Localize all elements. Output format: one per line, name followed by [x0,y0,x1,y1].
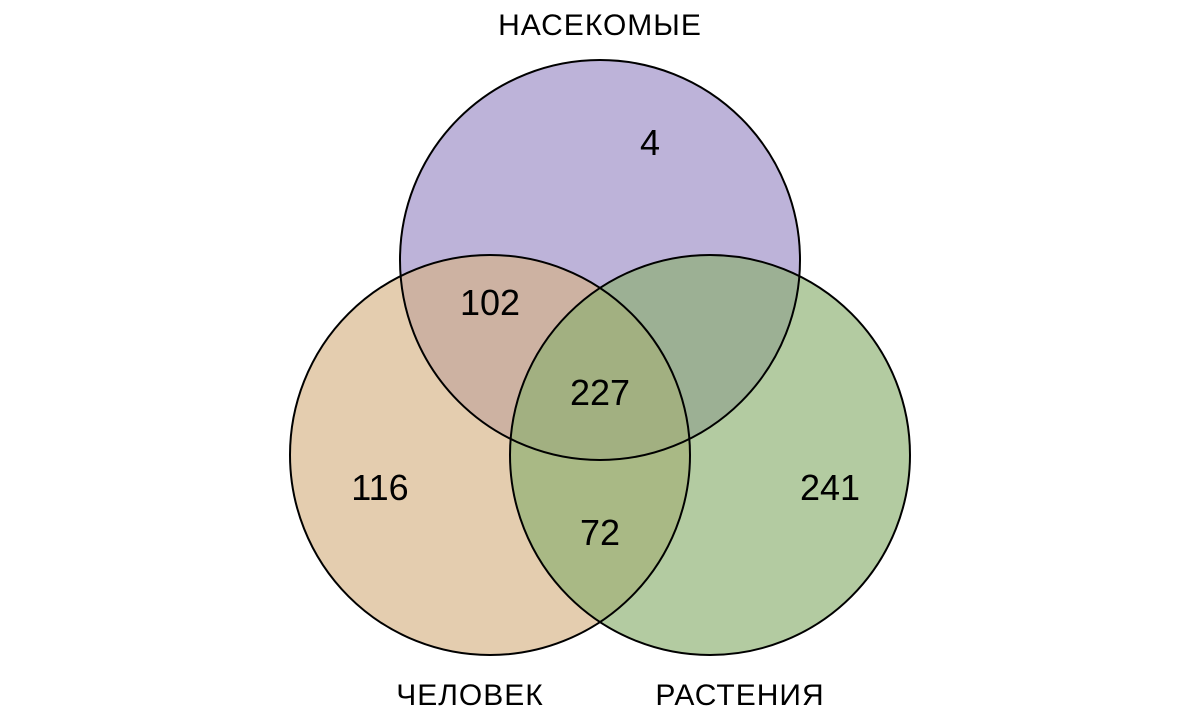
venn-value-left-right: 72 [580,512,620,553]
venn-circles [290,60,910,655]
venn-value-top-only: 4 [640,122,660,163]
venn-value-center: 227 [570,372,630,413]
venn-label-top: НАСЕКОМЫЕ [498,9,702,42]
venn-value-right-only: 241 [800,467,860,508]
venn-label-left: ЧЕЛОВЕК [396,679,544,712]
venn-diagram: НАСЕКОМЫЕ ЧЕЛОВЕК РАСТЕНИЯ 4 116 241 102… [0,0,1200,727]
venn-value-top-left: 102 [460,282,520,323]
venn-label-right: РАСТЕНИЯ [655,679,824,712]
venn-circle-right [510,255,910,655]
venn-value-left-only: 116 [351,467,408,508]
